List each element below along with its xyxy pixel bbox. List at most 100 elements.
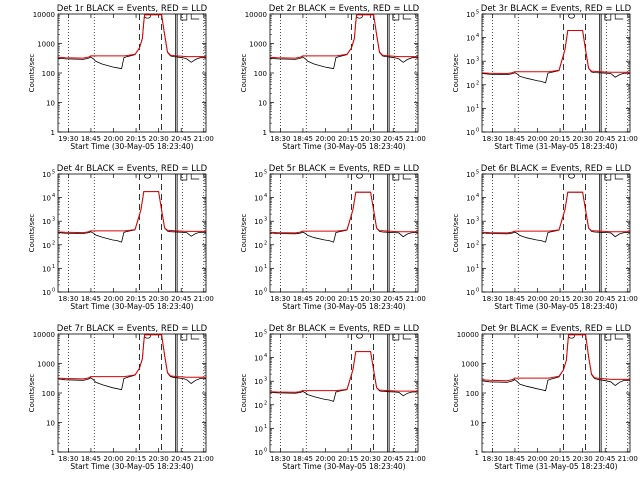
y-tick-exponent: 1 [476,264,479,270]
y-tick-label: 10 [46,100,55,108]
plot-title: Det 6r BLACK = Events, RED = LLD [481,164,632,174]
x-tick-label: 20:30 [149,135,169,143]
x-tick-label: 18:30 [482,295,502,303]
x-tick-label: 18:30 [270,455,290,463]
top-bracket-marker [180,14,188,21]
y-tick-exponent: 1 [476,104,479,110]
plot-title: Det 8r BLACK = Events, RED = LLD [269,324,420,334]
x-tick-label: 18:45 [505,295,525,303]
x-tick-label: 20:45 [595,135,615,143]
x-tick-label: 20:45 [171,455,191,463]
y-tick-label: 10 [466,195,475,203]
y-tick-label: 10 [466,171,475,179]
top-circle-marker [356,333,363,339]
x-tick-label: 20:30 [361,295,381,303]
plot-title: Det 1r BLACK = Events, RED = LLD [57,4,208,14]
top-bracket-marker [614,334,624,340]
lld-series-line [482,191,630,234]
top-bracket-marker [190,14,200,20]
x-tick-label: 21:00 [194,295,214,303]
panel-1: Det 1r BLACK = Events, RED = LLD 1 10 100 10… [28,4,214,151]
y-tick-label: 1000 [37,41,55,49]
top-bracket-marker [190,334,200,340]
x-axis-label: Start Time (30-May-05 18:23:40) [70,302,193,311]
top-bracket-marker [180,174,188,181]
top-bracket-marker [190,174,200,180]
top-circle-marker [568,13,575,19]
y-axis-label: Counts/sec [28,214,36,253]
y-tick-label: 1000 [461,361,479,369]
y-tick-label: 1 [51,129,55,137]
x-tick-label: 20:00 [315,135,335,143]
x-tick-label: 20:30 [149,455,169,463]
y-tick-exponent: 3 [264,217,267,223]
y-tick-label: 10 [254,289,263,297]
x-tick-label: 18:45 [505,455,525,463]
y-tick-exponent: 4 [476,33,479,39]
y-tick-exponent: 5 [264,170,267,176]
x-tick-label: 20:00 [315,295,335,303]
x-tick-label: 21:00 [194,455,214,463]
x-tick-label: 20:00 [527,295,547,303]
x-tick-label: 20:00 [103,295,123,303]
y-tick-label: 10 [254,449,263,457]
x-tick-label: 18:45 [293,295,313,303]
y-tick-exponent: 5 [476,170,479,176]
x-tick-label: 18:45 [81,295,101,303]
y-tick-exponent: 4 [264,193,267,199]
y-tick-label: 10 [42,218,51,226]
y-axis-label: Counts/sec [240,214,248,253]
plot-frame [57,13,207,133]
y-axis-label: Counts/sec [28,374,36,413]
lld-series-line [270,14,418,59]
y-tick-exponent: 0 [264,448,267,454]
y-tick-label: 10000 [33,331,55,339]
x-tick-label: 20:00 [103,455,123,463]
x-tick-label: 20:45 [383,135,403,143]
x-tick-label: 20:45 [171,295,191,303]
y-tick-label: 10 [466,82,475,90]
x-tick-label: 20:15 [126,455,146,463]
y-tick-exponent: 5 [264,330,267,336]
events-series-line [270,191,418,243]
x-axis-label: Start Time (30-May-05 18:23:40) [70,142,193,151]
y-tick-label: 10 [466,289,475,297]
top-bracket-marker [402,334,412,340]
lld-series-line [58,334,206,380]
top-bracket-marker [402,174,412,180]
y-tick-label: 10 [466,35,475,43]
y-tick-exponent: 1 [52,264,55,270]
top-bracket-marker [604,334,612,341]
top-bracket-marker [614,14,624,20]
y-tick-exponent: 2 [476,240,479,246]
y-tick-label: 10 [254,265,263,273]
y-axis-label: Counts/sec [28,54,36,93]
panel-9: Det 9r BLACK = Events, RED = LLD 1 10 100 10… [452,324,638,471]
plot-title: Det 3r BLACK = Events, RED = LLD [481,4,632,14]
top-bracket-marker [392,14,400,21]
x-tick-label: 20:45 [383,295,403,303]
y-axis-label: Counts/sec [452,54,460,93]
top-bracket-marker [392,334,400,341]
y-tick-label: 1000 [249,41,267,49]
x-axis-label: Start Time (30-May-05 18:23:40) [282,462,405,471]
y-tick-label: 10 [466,242,475,250]
lld-series-line [58,14,206,59]
x-tick-label: 18:45 [293,455,313,463]
y-tick-label: 10 [254,402,263,410]
y-tick-label: 10 [466,58,475,66]
y-tick-exponent: 2 [52,240,55,246]
x-tick-label: 20:45 [595,455,615,463]
y-tick-exponent: 0 [52,288,55,294]
y-tick-label: 100 [254,70,267,78]
y-tick-label: 10 [42,195,51,203]
y-tick-label: 10000 [457,331,479,339]
x-tick-label: 20:15 [550,135,570,143]
y-tick-exponent: 2 [476,80,479,86]
y-axis-label: Counts/sec [240,374,248,413]
events-series-line [482,334,630,392]
y-tick-exponent: 4 [264,353,267,359]
